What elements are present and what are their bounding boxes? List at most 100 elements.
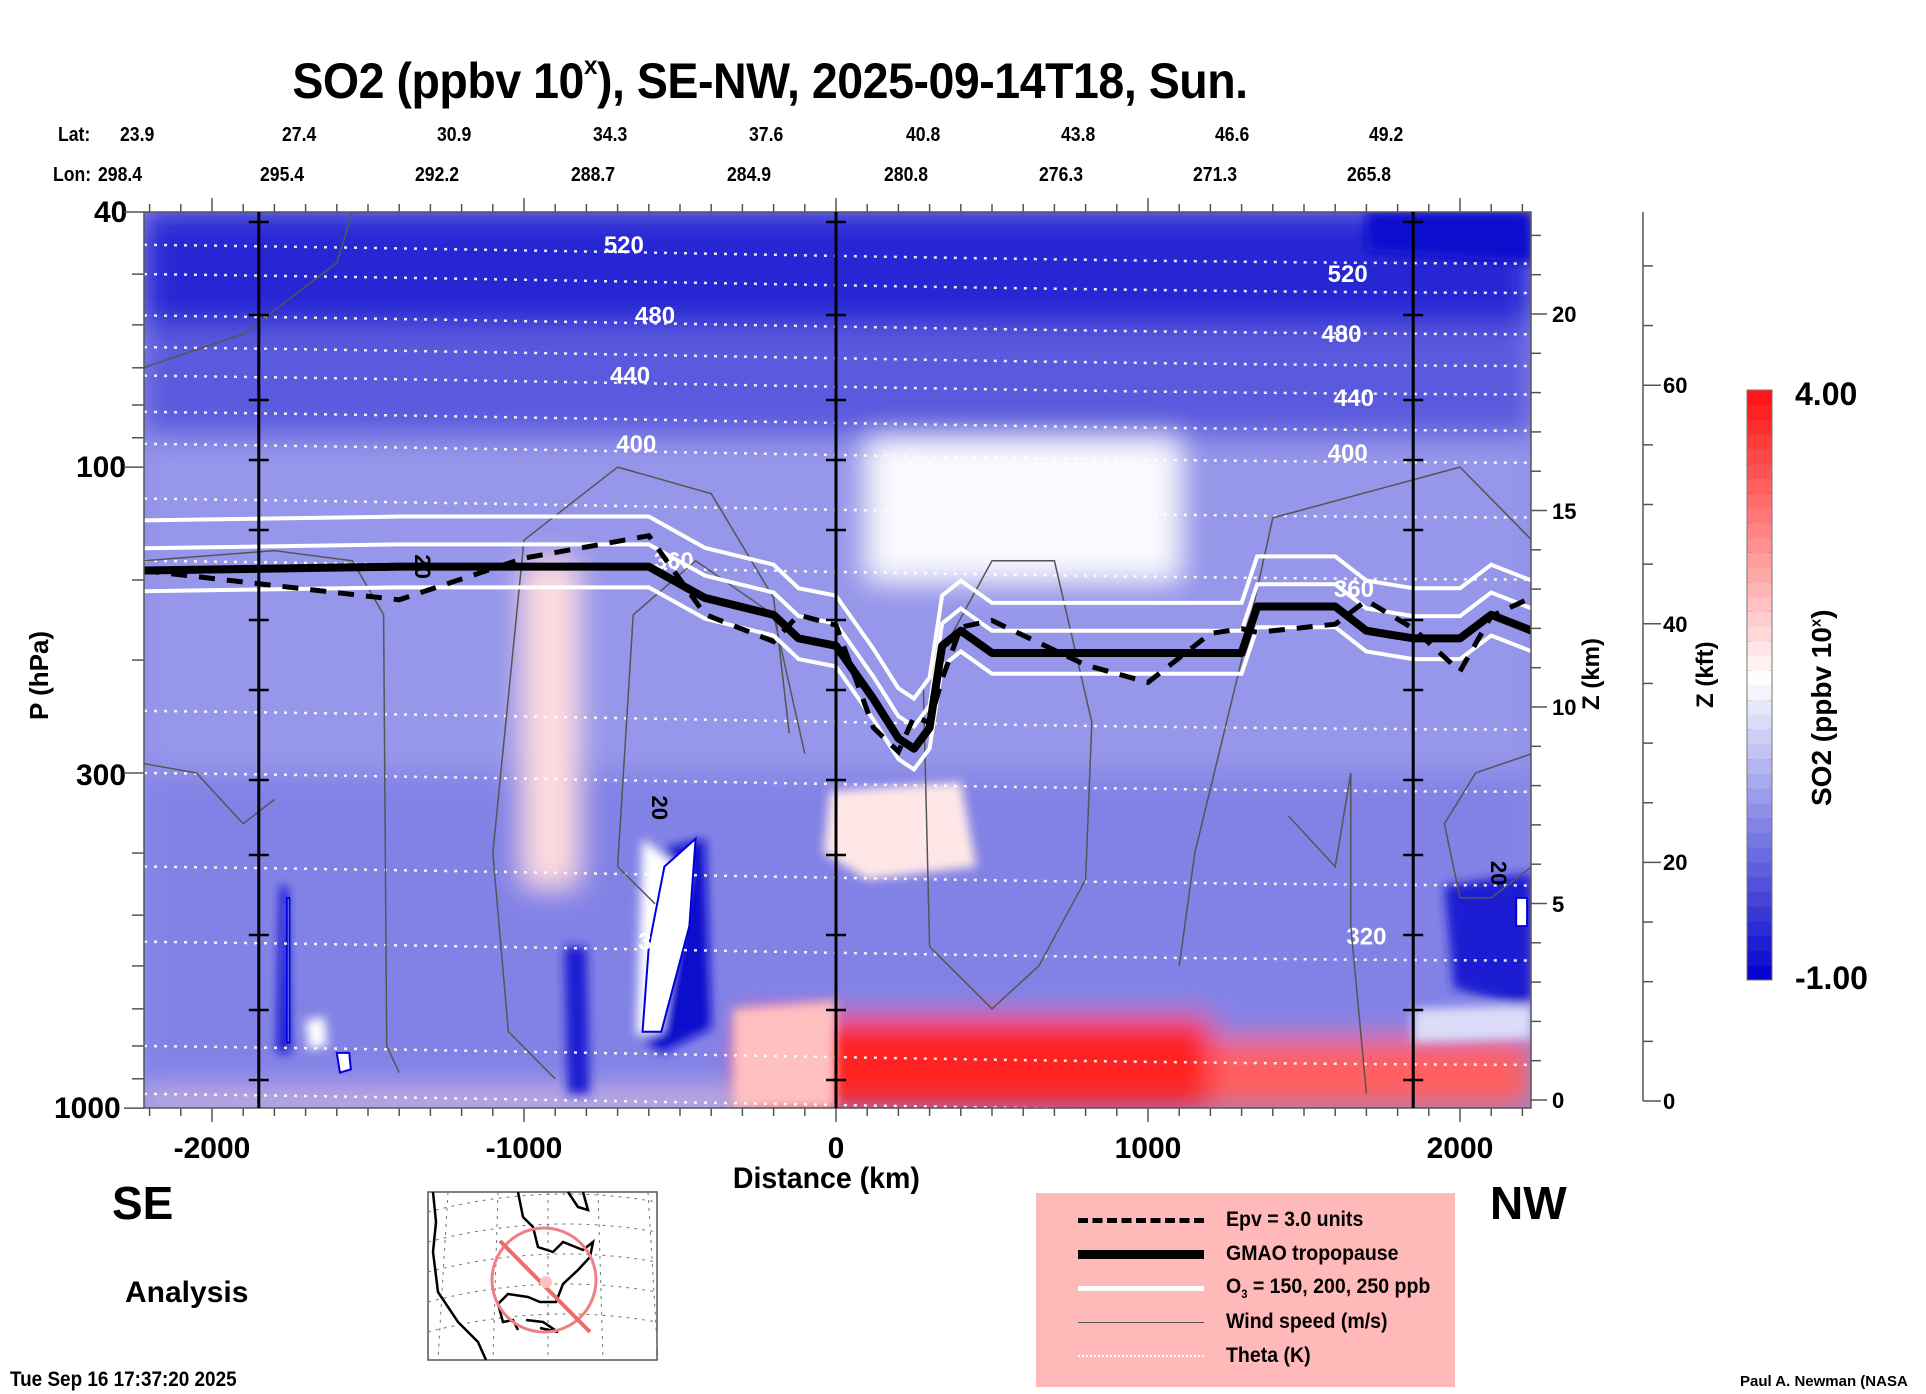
field-region-surface-pink-se	[144, 1096, 743, 1108]
theta-label: 320	[638, 929, 678, 956]
colorbar-level	[1747, 478, 1772, 494]
colorbar-level	[1747, 611, 1772, 627]
colorbar-level	[1747, 699, 1772, 715]
zkm-axis-label: Z (km)	[1578, 638, 1605, 710]
field-missing-patch	[641, 836, 697, 1033]
zkft-axis-label: Z (kft)	[1692, 641, 1719, 708]
lat-value: 46.6	[1215, 124, 1250, 146]
colorbar-max-label: 4.00	[1795, 376, 1858, 412]
wind-speed-contour	[492, 466, 790, 1080]
chart-title: SO2 (ppbv 10x), SE-NW, 2025-09-14T18, Su…	[292, 50, 1248, 109]
x-tick-label: 2000	[1426, 1132, 1494, 1165]
map-inset	[427, 1191, 659, 1361]
lon-value: 284.9	[727, 164, 772, 186]
zkm-tick-label: 5	[1552, 891, 1565, 917]
map-graticule	[427, 1313, 658, 1333]
lat-value: 40.8	[906, 124, 941, 146]
colorbar-level	[1747, 626, 1772, 642]
lon-value: 295.4	[260, 164, 305, 186]
colorbar-level	[1747, 493, 1772, 509]
x-tick-label: -2000	[173, 1132, 251, 1165]
lon-label: Lon:	[53, 164, 92, 186]
zkft-tick-label: 0	[1663, 1089, 1676, 1114]
colorbar-level	[1747, 921, 1772, 937]
legend-label-theta: Theta (K)	[1226, 1344, 1311, 1367]
colorbar-level	[1747, 685, 1772, 701]
theta-label: 480	[635, 302, 675, 329]
legend-label-wind: Wind speed (m/s)	[1226, 1310, 1388, 1333]
colorbar-level	[1747, 552, 1772, 568]
colorbar-level	[1747, 596, 1772, 612]
wind-speed-label: 20	[1486, 861, 1511, 885]
lon-value: 280.8	[884, 164, 929, 186]
zkm-tick-label: 20	[1552, 302, 1577, 327]
y-tick-label-300: 300	[76, 759, 127, 792]
colorbar-level	[1747, 522, 1772, 538]
zkm-tick-label: 15	[1552, 498, 1577, 524]
field-missing-patch	[335, 1051, 352, 1074]
theta-label: 440	[1334, 385, 1374, 412]
colorbar	[1746, 389, 1773, 981]
legend-item-ozone: O3 = 150, 200, 250 ppb	[1036, 1273, 1446, 1303]
field-feature	[305, 1016, 328, 1050]
map-coastline	[566, 1191, 590, 1212]
field-region-plume-column-red	[524, 560, 578, 886]
map-range-circle	[490, 1226, 598, 1334]
theta-label: 480	[1321, 321, 1361, 348]
colorbar-level	[1747, 803, 1772, 819]
theta-label: 440	[610, 363, 650, 390]
legend-swatch-epv	[1078, 1217, 1204, 1223]
zkm-tick-label: 0	[1552, 1088, 1565, 1113]
colorbar-level	[1747, 950, 1772, 966]
nw-label: NW	[1490, 1177, 1567, 1229]
epv-contour	[144, 533, 1531, 756]
map-coastline	[525, 1318, 559, 1334]
wind-speed-contour	[1443, 753, 1531, 899]
field-feature	[1413, 1004, 1531, 1043]
lon-value: 265.8	[1347, 164, 1392, 186]
lat-value: 23.9	[120, 124, 155, 146]
lat-value: 27.4	[282, 124, 317, 146]
timestamp: Tue Sep 16 17:37:20 2025	[10, 1368, 237, 1391]
colorbar-level	[1747, 758, 1772, 774]
colorbar-level	[1747, 965, 1772, 981]
colorbar-min-label: -1.00	[1795, 960, 1868, 996]
lat-value: 34.3	[593, 124, 628, 146]
map-center-marker	[540, 1276, 552, 1288]
field-region-plume-nw-white	[867, 437, 1180, 580]
analysis-label: Analysis	[125, 1276, 249, 1309]
legend-label-ozone: O3 = 150, 200, 250 ppb	[1226, 1274, 1431, 1302]
colorbar-frame	[1746, 389, 1773, 981]
x-tick-label: -1000	[485, 1132, 563, 1165]
colorbar-level	[1747, 862, 1772, 878]
field-missing-patch	[285, 896, 291, 1044]
lon-value: 292.2	[415, 164, 460, 186]
lon-value: 271.3	[1193, 164, 1238, 186]
field-feature	[1444, 873, 1531, 1009]
legend-swatch-tropopause	[1078, 1249, 1204, 1259]
colorbar-level	[1747, 891, 1772, 907]
wind-speed-contour	[144, 212, 354, 369]
colorbar-level	[1747, 404, 1772, 420]
legend-swatch-wind	[1078, 1321, 1204, 1323]
theta-label: 400	[616, 431, 656, 458]
colorbar-level	[1747, 788, 1772, 804]
x-tick-label: 1000	[1114, 1132, 1182, 1165]
legend-item-epv: Epv = 3.0 units	[1036, 1205, 1374, 1235]
colorbar-level	[1747, 419, 1772, 435]
lon-value: 276.3	[1039, 164, 1084, 186]
legend-label-tropopause: GMAO tropopause	[1226, 1242, 1399, 1265]
se-label: SE	[112, 1177, 174, 1229]
legend-item-theta: Theta (K)	[1036, 1341, 1317, 1371]
colorbar-level	[1747, 670, 1772, 686]
lat-label: Lat:	[58, 124, 91, 146]
lat-value: 49.2	[1369, 124, 1404, 146]
colorbar-level	[1747, 434, 1772, 450]
legend-item-wind: Wind speed (m/s)	[1036, 1307, 1400, 1337]
wind-speed-label: 20	[647, 796, 672, 820]
zkm-tick-label: 10	[1552, 695, 1577, 720]
colorbar-level	[1747, 876, 1772, 892]
lat-value: 43.8	[1061, 124, 1096, 146]
lat-value: 37.6	[749, 124, 784, 146]
